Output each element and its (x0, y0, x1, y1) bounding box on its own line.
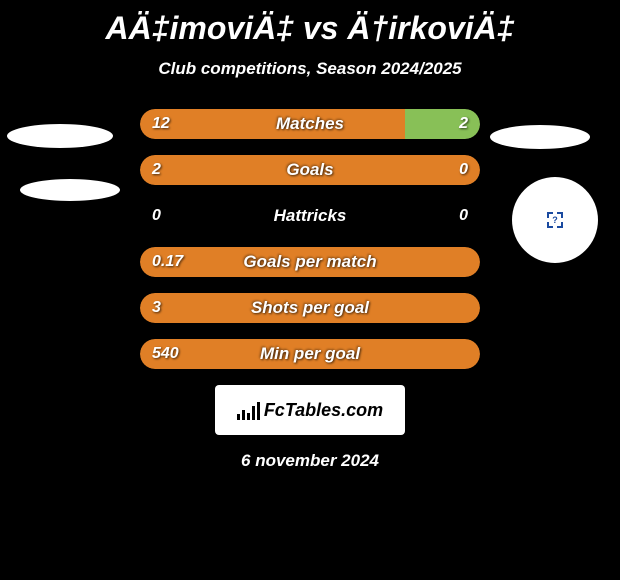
stats-container: 12 Matches 2 2 Goals 0 0 Hattricks 0 0.1… (140, 109, 480, 369)
stat-bar-left (140, 155, 480, 185)
stat-row: 540 Min per goal (140, 339, 480, 369)
player-left-avatar-2 (20, 179, 120, 201)
player-left-avatar-1 (7, 124, 113, 148)
stat-val-left: 0 (152, 201, 161, 231)
brand-text: FcTables.com (264, 400, 383, 421)
brand-bars-icon (237, 400, 260, 420)
placeholder-icon: ? (547, 212, 563, 228)
page-title: AÄ‡imoviÄ‡ vs Ä†irkoviÄ‡ (0, 0, 620, 47)
stat-row: 2 Goals 0 (140, 155, 480, 185)
stat-val-right: 0 (459, 201, 468, 231)
stat-row: 0 Hattricks 0 (140, 201, 480, 231)
stat-bar-left (140, 247, 480, 277)
stat-label: Hattricks (140, 201, 480, 231)
stat-bar-right (405, 109, 480, 139)
stat-row: 3 Shots per goal (140, 293, 480, 323)
player-right-avatar-2: ? (512, 177, 598, 263)
stat-bar-left (140, 109, 405, 139)
stat-bar-left (140, 293, 480, 323)
player-right-avatar-1 (490, 125, 590, 149)
brand-badge: FcTables.com (215, 385, 405, 435)
page-subtitle: Club competitions, Season 2024/2025 (0, 59, 620, 79)
stat-row: 12 Matches 2 (140, 109, 480, 139)
stat-bar-left (140, 339, 480, 369)
stat-row: 0.17 Goals per match (140, 247, 480, 277)
footer-date: 6 november 2024 (0, 451, 620, 471)
